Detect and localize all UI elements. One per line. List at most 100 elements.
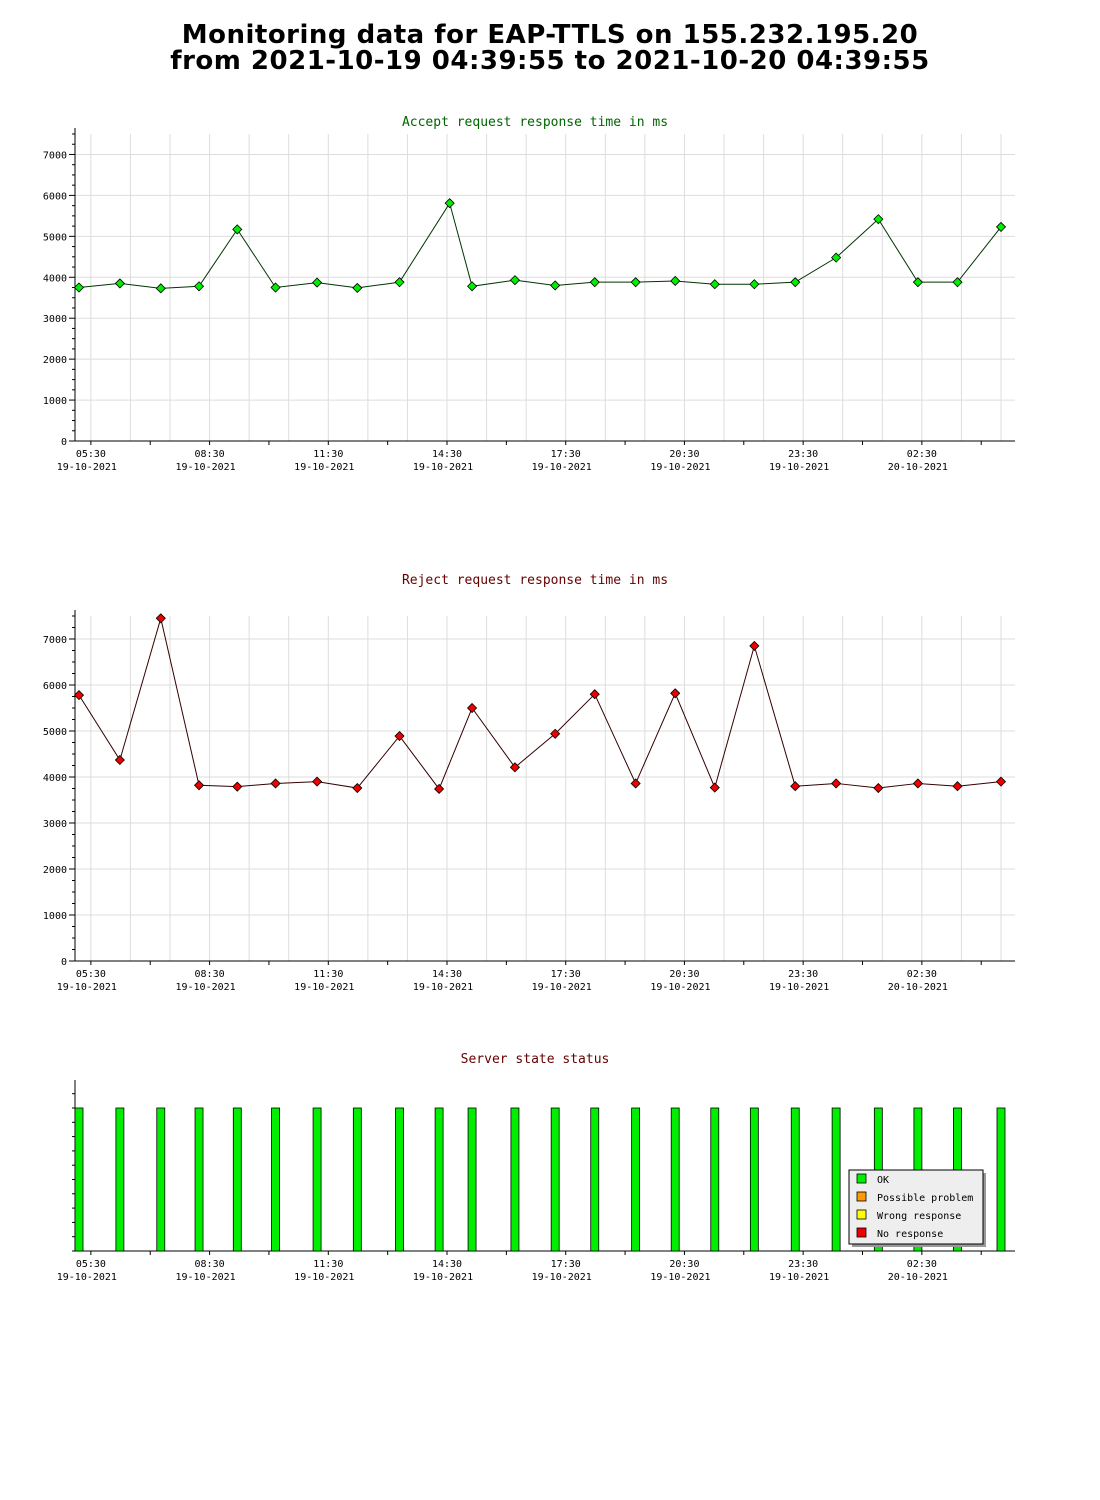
data-point [630,277,641,288]
legend [848,1169,984,1245]
page-title-line2: from 2021-10-19 04:39:55 to 2021-10-20 0… [170,46,930,76]
x-tick-label-date: 19-10-2021 [294,1272,354,1283]
y-tick-label: 6000 [43,191,67,202]
status-bar [434,1107,444,1252]
chart-title: Server state status [461,1052,610,1067]
data-point [312,776,323,787]
data-point [709,279,720,290]
x-tick-label-time: 08:30 [195,969,225,980]
x-tick-label-date: 19-10-2021 [175,982,235,993]
status-bar [631,1107,641,1252]
status-bar [115,1107,125,1252]
y-tick-label: 4000 [43,773,67,784]
accept-response-chart: Accept request response time in ms 0 1000 2… [43,115,1015,473]
x-tick-label-date: 19-10-2021 [57,1272,117,1283]
x-tick-label-date: 19-10-2021 [769,982,829,993]
x-tick-label-date: 19-10-2021 [57,982,117,993]
x-tick-label-time: 11:30 [313,449,343,460]
data-point [509,275,521,286]
x-tick-label-time: 20:30 [669,1259,699,1270]
x-tick-label-time: 05:30 [76,449,106,460]
status-bar [996,1107,1006,1252]
data-point [193,780,205,791]
y-tick-label: 3000 [43,314,67,325]
x-tick-label-date: 19-10-2021 [294,982,354,993]
x-tick-label-time: 05:30 [76,969,106,980]
chart-title: Reject request response time in ms [402,573,668,588]
data-point [394,730,405,742]
data-point [589,277,600,288]
x-tick-label-date: 19-10-2021 [413,982,473,993]
data-point [995,776,1007,787]
x-tick-label-date: 19-10-2021 [57,462,117,473]
status-bar [670,1107,680,1252]
data-point [352,782,363,794]
status-bar [590,1107,600,1252]
reject-response-chart: Reject request response time in ms 0 1000 2… [43,573,1015,993]
data-point [155,613,166,624]
data-point [467,702,478,714]
status-bar [271,1107,280,1252]
x-tick-label-time: 14:30 [432,1259,462,1270]
y-tick-label: 5000 [43,232,67,243]
legend-label: Possible problem [877,1193,973,1204]
data-point [550,280,561,291]
status-bar [831,1107,841,1252]
data-point [952,277,963,288]
x-tick-label-time: 17:30 [551,1259,581,1270]
y-tick-label: 1000 [43,911,67,922]
data-point [952,781,963,792]
x-tick-label-date: 19-10-2021 [650,982,710,993]
data-point [709,782,720,793]
legend-swatch [856,1227,867,1238]
legend-swatch [856,1173,867,1184]
data-point [509,762,521,773]
x-tick-label-time: 20:30 [669,969,699,980]
data-point [270,282,281,293]
x-tick-label-date: 19-10-2021 [650,1272,710,1283]
x-tick-label-time: 02:30 [907,969,937,980]
x-tick-label-date: 19-10-2021 [175,462,235,473]
x-tick-label-time: 23:30 [788,969,818,980]
data-point [193,281,205,292]
data-point [394,277,405,288]
x-tick-label-time: 05:30 [76,1259,106,1270]
status-bar [749,1107,759,1252]
x-tick-label-time: 17:30 [551,449,581,460]
data-point [630,778,641,789]
x-tick-label-date: 19-10-2021 [532,982,592,993]
data-point [550,728,561,739]
y-tick-label: 7000 [43,150,67,161]
y-tick-label: 3000 [43,819,67,830]
status-bar [550,1107,560,1252]
data-point [444,198,455,209]
legend-label: OK [877,1175,889,1186]
x-tick-label-date: 19-10-2021 [769,462,829,473]
page-title-line1: Monitoring data for EAP-TTLS on 155.232.… [181,20,919,50]
data-point [749,279,760,290]
status-bar [74,1107,84,1252]
x-tick-label-date: 19-10-2021 [532,462,592,473]
x-tick-label-time: 23:30 [788,449,818,460]
status-bar [710,1107,720,1252]
status-bar [510,1107,520,1252]
y-tick-label: 0 [61,437,67,448]
data-point [873,214,884,225]
status-bar [790,1107,800,1252]
y-tick-label: 0 [61,957,67,968]
data-point [434,783,445,795]
x-tick-label-date: 19-10-2021 [175,1272,235,1283]
data-point [73,282,85,293]
x-tick-label-time: 23:30 [788,1259,818,1270]
x-tick-label-time: 11:30 [313,969,343,980]
x-tick-label-date: 19-10-2021 [532,1272,592,1283]
data-point [467,281,478,292]
y-tick-label: 1000 [43,396,67,407]
x-tick-label-time: 11:30 [313,1259,343,1270]
data-point [114,754,125,766]
legend-label: Wrong response [877,1211,961,1222]
data-point [155,283,166,294]
chart-title: Accept request response time in ms [402,115,668,130]
x-tick-label-date: 19-10-2021 [413,1272,473,1283]
